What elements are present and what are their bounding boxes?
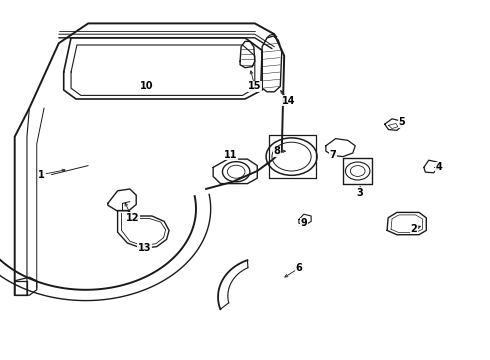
Text: 12: 12 [125, 213, 139, 223]
Text: 1: 1 [38, 170, 45, 180]
Text: 14: 14 [282, 96, 296, 106]
Text: 3: 3 [357, 188, 364, 198]
Text: 10: 10 [140, 81, 154, 91]
Text: 8: 8 [273, 146, 280, 156]
Text: 7: 7 [330, 150, 337, 160]
Text: 13: 13 [138, 243, 151, 253]
Text: 9: 9 [300, 218, 307, 228]
Text: 11: 11 [223, 150, 237, 160]
Text: 4: 4 [435, 162, 442, 172]
Text: 5: 5 [398, 117, 405, 127]
Text: 15: 15 [248, 81, 262, 91]
Text: 2: 2 [411, 224, 417, 234]
Text: 6: 6 [295, 263, 302, 273]
